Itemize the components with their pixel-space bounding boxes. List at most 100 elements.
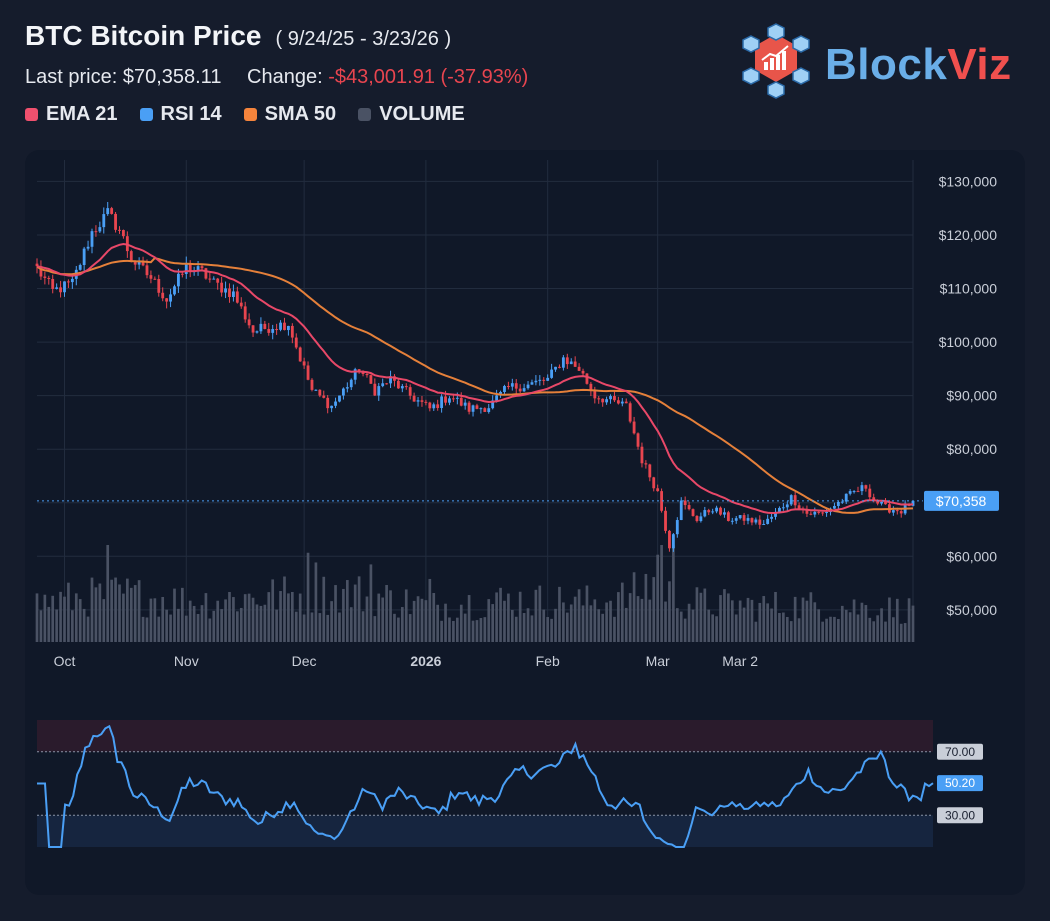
candle-body — [196, 266, 200, 271]
candle-body — [396, 380, 400, 389]
candle-body — [652, 477, 656, 489]
volume-bar — [534, 589, 538, 642]
volume-bar — [353, 584, 357, 642]
volume-bar — [39, 610, 43, 642]
volume-bar — [813, 602, 817, 642]
legend-item-volume[interactable]: VOLUME — [358, 103, 465, 126]
volume-bar — [758, 602, 762, 642]
candle-body — [90, 231, 94, 247]
legend-label-rsi: RSI 14 — [160, 103, 222, 125]
volume-bar — [691, 609, 695, 642]
volume-bar — [432, 592, 436, 642]
volume-bar — [133, 585, 137, 642]
volume-bar — [271, 579, 275, 642]
volume-bar — [644, 573, 648, 642]
candle-body — [440, 396, 444, 408]
legend-item-rsi14[interactable]: RSI 14 — [139, 103, 222, 126]
legend-item-sma50[interactable]: SMA 50 — [243, 103, 336, 126]
volume-bar — [326, 614, 330, 642]
candle-body — [455, 397, 459, 399]
volume-bar — [306, 552, 310, 642]
candle-body — [149, 275, 153, 279]
volume-bar — [314, 562, 318, 642]
candle-body — [723, 512, 726, 515]
legend-swatch-sma — [243, 108, 257, 121]
candle-body — [616, 400, 620, 404]
volume-bar — [750, 599, 754, 642]
candle-body — [338, 395, 341, 402]
volume-bar — [868, 617, 872, 642]
volume-bar — [192, 605, 196, 642]
candle-body — [868, 488, 872, 498]
date-range: ( 9/24/25 - 3/23/26 ) — [275, 28, 452, 50]
volume-bar — [208, 618, 212, 642]
candle-body — [169, 294, 172, 302]
volume-bar — [507, 593, 510, 642]
volume-bar — [864, 605, 868, 642]
candle-body — [377, 386, 381, 396]
candle-body — [911, 500, 915, 506]
candle-body — [538, 379, 542, 381]
candle-body — [664, 510, 667, 531]
candle-body — [730, 520, 734, 522]
candle-body — [593, 390, 597, 399]
logo-wordmark: BlockViz — [825, 40, 1012, 90]
volume-bar — [122, 593, 125, 642]
legend-item-ema21[interactable]: EMA 21 — [25, 103, 118, 126]
volume-bar — [703, 588, 707, 642]
last-price-value: $70,358.11 — [122, 66, 222, 88]
x-tick-label: Dec — [292, 653, 317, 669]
volume-bar — [530, 615, 534, 642]
candle-body — [39, 266, 43, 277]
candle-body — [836, 502, 840, 506]
volume-bar — [640, 598, 644, 642]
candle-body — [47, 277, 51, 279]
volume-bar — [872, 621, 876, 642]
volume-bar — [911, 605, 915, 642]
candle-body — [345, 387, 349, 389]
candle-body — [118, 229, 121, 231]
volume-bar — [220, 609, 223, 642]
volume-bar — [483, 617, 487, 642]
candle-body — [235, 291, 239, 303]
volume-bar — [255, 604, 259, 642]
candle-body — [145, 265, 149, 276]
candle-body — [781, 507, 785, 509]
x-tick-label: Nov — [174, 653, 199, 669]
volume-bar — [605, 602, 608, 642]
candle-body — [177, 273, 180, 287]
candle-body — [758, 519, 762, 525]
price-chart-svg[interactable]: $50,000$60,000$70,000$80,000$90,000$100,… — [25, 150, 1025, 895]
volume-bar — [236, 611, 239, 642]
volume-bar — [102, 599, 106, 642]
candle-body — [715, 507, 719, 512]
x-tick-label: Oct — [54, 653, 76, 669]
volume-bar — [444, 603, 447, 642]
candle-body — [412, 395, 416, 402]
y-tick-label: $90,000 — [946, 388, 997, 404]
volume-bar — [275, 609, 278, 642]
candle-body — [400, 386, 404, 389]
volume-bar — [672, 545, 675, 642]
candle-body — [656, 488, 660, 492]
volume-bar — [860, 602, 864, 642]
candle-body — [640, 446, 644, 464]
candle-body — [648, 464, 652, 478]
candle-body — [302, 361, 306, 366]
volume-bar — [899, 623, 903, 642]
volume-bar — [404, 589, 408, 642]
change-value: -$43,001.91 (-37.93%) — [328, 66, 529, 88]
candle-body — [561, 357, 565, 368]
candle-body — [876, 500, 880, 504]
volume-bar — [789, 621, 793, 642]
candle-body — [506, 386, 510, 388]
candle-body — [573, 361, 577, 367]
volume-bar — [149, 598, 153, 642]
candle-body — [404, 386, 408, 388]
volume-bar — [196, 613, 200, 642]
logo-text-block: Block — [825, 40, 948, 89]
ema21-line — [36, 242, 914, 515]
candle-body — [448, 398, 451, 403]
volume-bar — [424, 600, 428, 642]
volume-bar — [876, 615, 879, 642]
